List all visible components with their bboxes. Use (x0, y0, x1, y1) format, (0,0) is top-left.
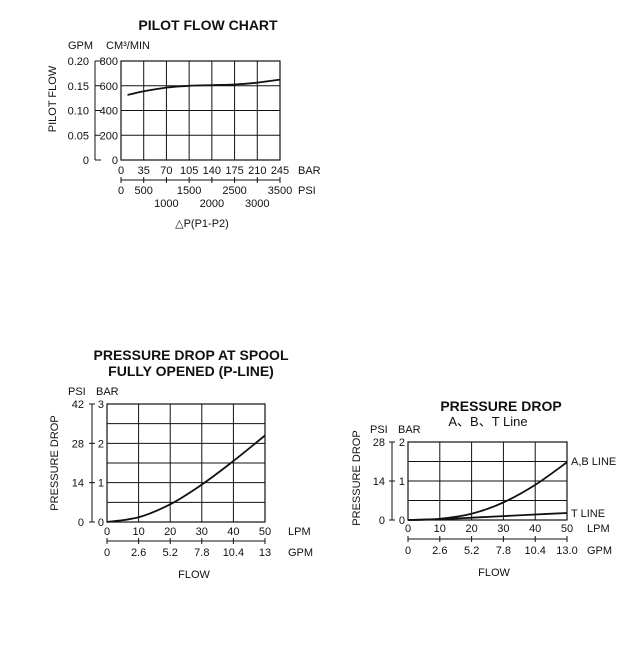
x-tick-label-gpm: 2.6 (432, 545, 447, 557)
x-unit-lpm: LPM (288, 526, 311, 538)
y-tick-label-cm3: 800 (100, 56, 118, 68)
x-tick-label-gpm: 0 (104, 547, 110, 559)
x-tick-label-psi: 0 (118, 185, 124, 197)
x-tick-label-gpm: 7.8 (194, 547, 209, 559)
y-tick-label-psi: 0 (78, 517, 84, 529)
y-tick-label-bar: 2 (98, 438, 104, 450)
plot-frame (407, 441, 568, 521)
x-tick-label-lpm: 40 (529, 523, 541, 535)
y-unit-bar: BAR (96, 386, 119, 398)
x-tick-label-lpm: 10 (132, 526, 144, 538)
x-axis-label: FLOW (478, 567, 510, 579)
x-tick-label-psi: 2000 (200, 198, 224, 210)
y-axis-label: PRESSURE DROP (49, 415, 61, 510)
x-tick-label-gpm: 10.4 (524, 545, 545, 557)
series-label-ab-line: A,B LINE (571, 456, 616, 468)
x-tick-label-psi: 3000 (245, 198, 269, 210)
y-unit-bar: BAR (398, 424, 421, 436)
y-tick-label-psi: 42 (72, 399, 84, 411)
y-unit-cm3: CM³/MIN (106, 40, 150, 52)
series-line-ab-line (407, 461, 568, 521)
x-unit-bar: BAR (298, 165, 321, 177)
x-tick-label-lpm: 20 (164, 526, 176, 538)
x-tick-label-bar: 70 (160, 165, 172, 177)
y-tick-label-gpm: 0.10 (68, 106, 89, 118)
x-unit-gpm: GPM (288, 547, 313, 559)
y-tick-label-psi: 0 (379, 515, 385, 527)
y-unit-psi: PSI (370, 424, 388, 436)
plot-frame (106, 403, 266, 523)
x-tick-label-gpm: 13 (259, 547, 271, 559)
y-tick-label-bar: 2 (399, 437, 405, 449)
chart-title-line-1: PRESSURE DROP AT SPOOL (94, 347, 289, 363)
x-tick-label-gpm: 10.4 (223, 547, 244, 559)
x-tick-label-bar: 210 (248, 165, 266, 177)
y-tick-label-bar: 1 (98, 478, 104, 490)
x-tick-label-lpm: 50 (259, 526, 271, 538)
y-tick-label-psi: 14 (72, 478, 84, 490)
x-tick-label-gpm: 7.8 (496, 545, 511, 557)
series-line-p-line (106, 434, 266, 523)
series-line-pilot-flow (127, 78, 281, 96)
x-tick-label-psi: 1500 (177, 185, 201, 197)
y-tick-label-psi: 14 (373, 476, 385, 488)
y-axis-label: PRESSURE DROP (351, 430, 363, 525)
series-label-t-line: T LINE (571, 508, 605, 520)
x-tick-label-lpm: 0 (104, 526, 110, 538)
x-tick-label-psi: 1000 (154, 198, 178, 210)
y-tick-label-psi: 28 (72, 438, 84, 450)
x-tick-label-bar: 245 (271, 165, 289, 177)
x-tick-label-bar: 35 (138, 165, 150, 177)
y-tick-label-cm3: 200 (100, 130, 118, 142)
x-tick-label-gpm: 0 (405, 545, 411, 557)
x-tick-label-bar: 105 (180, 165, 198, 177)
y-tick-label-gpm: 0 (83, 155, 89, 167)
chart-title: PILOT FLOW CHART (138, 17, 278, 33)
y-tick-label-bar: 3 (98, 399, 104, 411)
x-tick-label-lpm: 10 (434, 523, 446, 535)
y-tick-label-psi: 28 (373, 437, 385, 449)
x-tick-label-bar: 175 (225, 165, 243, 177)
x-tick-label-bar: 140 (203, 165, 221, 177)
x-tick-label-lpm: 50 (561, 523, 573, 535)
y-tick-label-gpm: 0.15 (68, 81, 89, 93)
chart-title-line-2: A、B、T Line (448, 414, 527, 429)
x-tick-label-psi: 3500 (268, 185, 292, 197)
x-tick-label-psi: 500 (135, 185, 153, 197)
x-tick-label-lpm: 0 (405, 523, 411, 535)
x-tick-label-psi: 2500 (222, 185, 246, 197)
x-tick-label-gpm: 5.2 (464, 545, 479, 557)
x-tick-label-gpm: 13.0 (556, 545, 577, 557)
y-tick-label-cm3: 600 (100, 81, 118, 93)
x-axis-label: △P(P1-P2) (175, 218, 229, 230)
x-unit-psi: PSI (298, 185, 316, 197)
x-tick-label-gpm: 2.6 (131, 547, 146, 559)
x-tick-label-lpm: 30 (196, 526, 208, 538)
x-tick-label-bar: 0 (118, 165, 124, 177)
y-tick-label-cm3: 400 (100, 106, 118, 118)
x-tick-label-lpm: 30 (497, 523, 509, 535)
x-tick-label-lpm: 40 (227, 526, 239, 538)
y-tick-label-bar: 1 (399, 476, 405, 488)
chart-title-line-2: FULLY OPENED (P-LINE) (108, 363, 274, 379)
y-tick-label-gpm: 0.20 (68, 56, 89, 68)
y-tick-label-bar: 0 (98, 517, 104, 529)
y-tick-label-cm3: 0 (112, 155, 118, 167)
chart-title-line-1: PRESSURE DROP (440, 398, 561, 414)
x-axis-label: FLOW (178, 569, 210, 581)
x-tick-label-lpm: 20 (465, 523, 477, 535)
y-tick-label-bar: 0 (399, 515, 405, 527)
series-line-t-line (407, 512, 568, 521)
y-unit-psi: PSI (68, 386, 86, 398)
y-tick-label-gpm: 0.05 (68, 130, 89, 142)
plot-frame (120, 60, 281, 161)
y-axis-label: PILOT FLOW (47, 65, 59, 132)
x-unit-gpm: GPM (587, 545, 612, 557)
x-tick-label-gpm: 5.2 (163, 547, 178, 559)
x-unit-lpm: LPM (587, 523, 610, 535)
y-unit-gpm: GPM (68, 40, 93, 52)
